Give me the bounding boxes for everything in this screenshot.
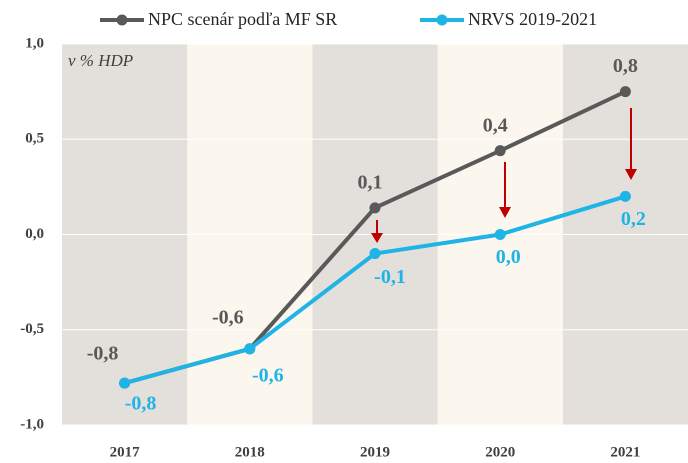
y-tick-label: 0,5	[25, 131, 44, 147]
annotation: v % HDP	[68, 51, 133, 70]
point	[619, 190, 631, 202]
point	[244, 343, 256, 355]
x-tick-label: 2021	[610, 444, 640, 460]
value-label: -0,1	[374, 266, 406, 288]
value-label: 0,1	[358, 171, 383, 193]
value-label: 0,4	[483, 114, 508, 136]
legend-label: NPC scenár podľa MF SR	[148, 9, 337, 29]
arrows	[371, 108, 637, 243]
x-tick-label: 2020	[485, 444, 515, 460]
legend-label: NRVS 2019-2021	[468, 9, 597, 29]
y-tick-label: 0,0	[25, 226, 44, 242]
point	[369, 202, 381, 214]
x-tick-label: 2019	[360, 444, 390, 460]
value-label: -0,8	[125, 393, 157, 415]
arrow-head	[371, 233, 383, 243]
value-label: -0,6	[252, 364, 284, 386]
y-tick-label: 1,0	[25, 35, 44, 51]
arrow-head	[499, 207, 511, 218]
legend-marker	[116, 14, 128, 26]
point	[494, 145, 506, 157]
y-tick-label: -1,0	[20, 416, 44, 432]
value-label: -0,6	[212, 306, 244, 328]
x-tick-label: 2018	[235, 444, 265, 460]
y-tick-label: -0,5	[20, 321, 44, 337]
value-label: 0,0	[496, 246, 521, 268]
x-tick-label: 2017	[110, 444, 141, 460]
grid	[62, 43, 688, 426]
value-label: 0,2	[621, 208, 646, 230]
legend-marker	[436, 14, 448, 26]
point	[369, 248, 381, 260]
point	[619, 86, 631, 98]
point	[494, 229, 506, 240]
value-label: 0,8	[613, 55, 638, 77]
point	[119, 377, 131, 389]
arrow-head	[625, 169, 637, 180]
value-label: -0,8	[87, 343, 119, 365]
